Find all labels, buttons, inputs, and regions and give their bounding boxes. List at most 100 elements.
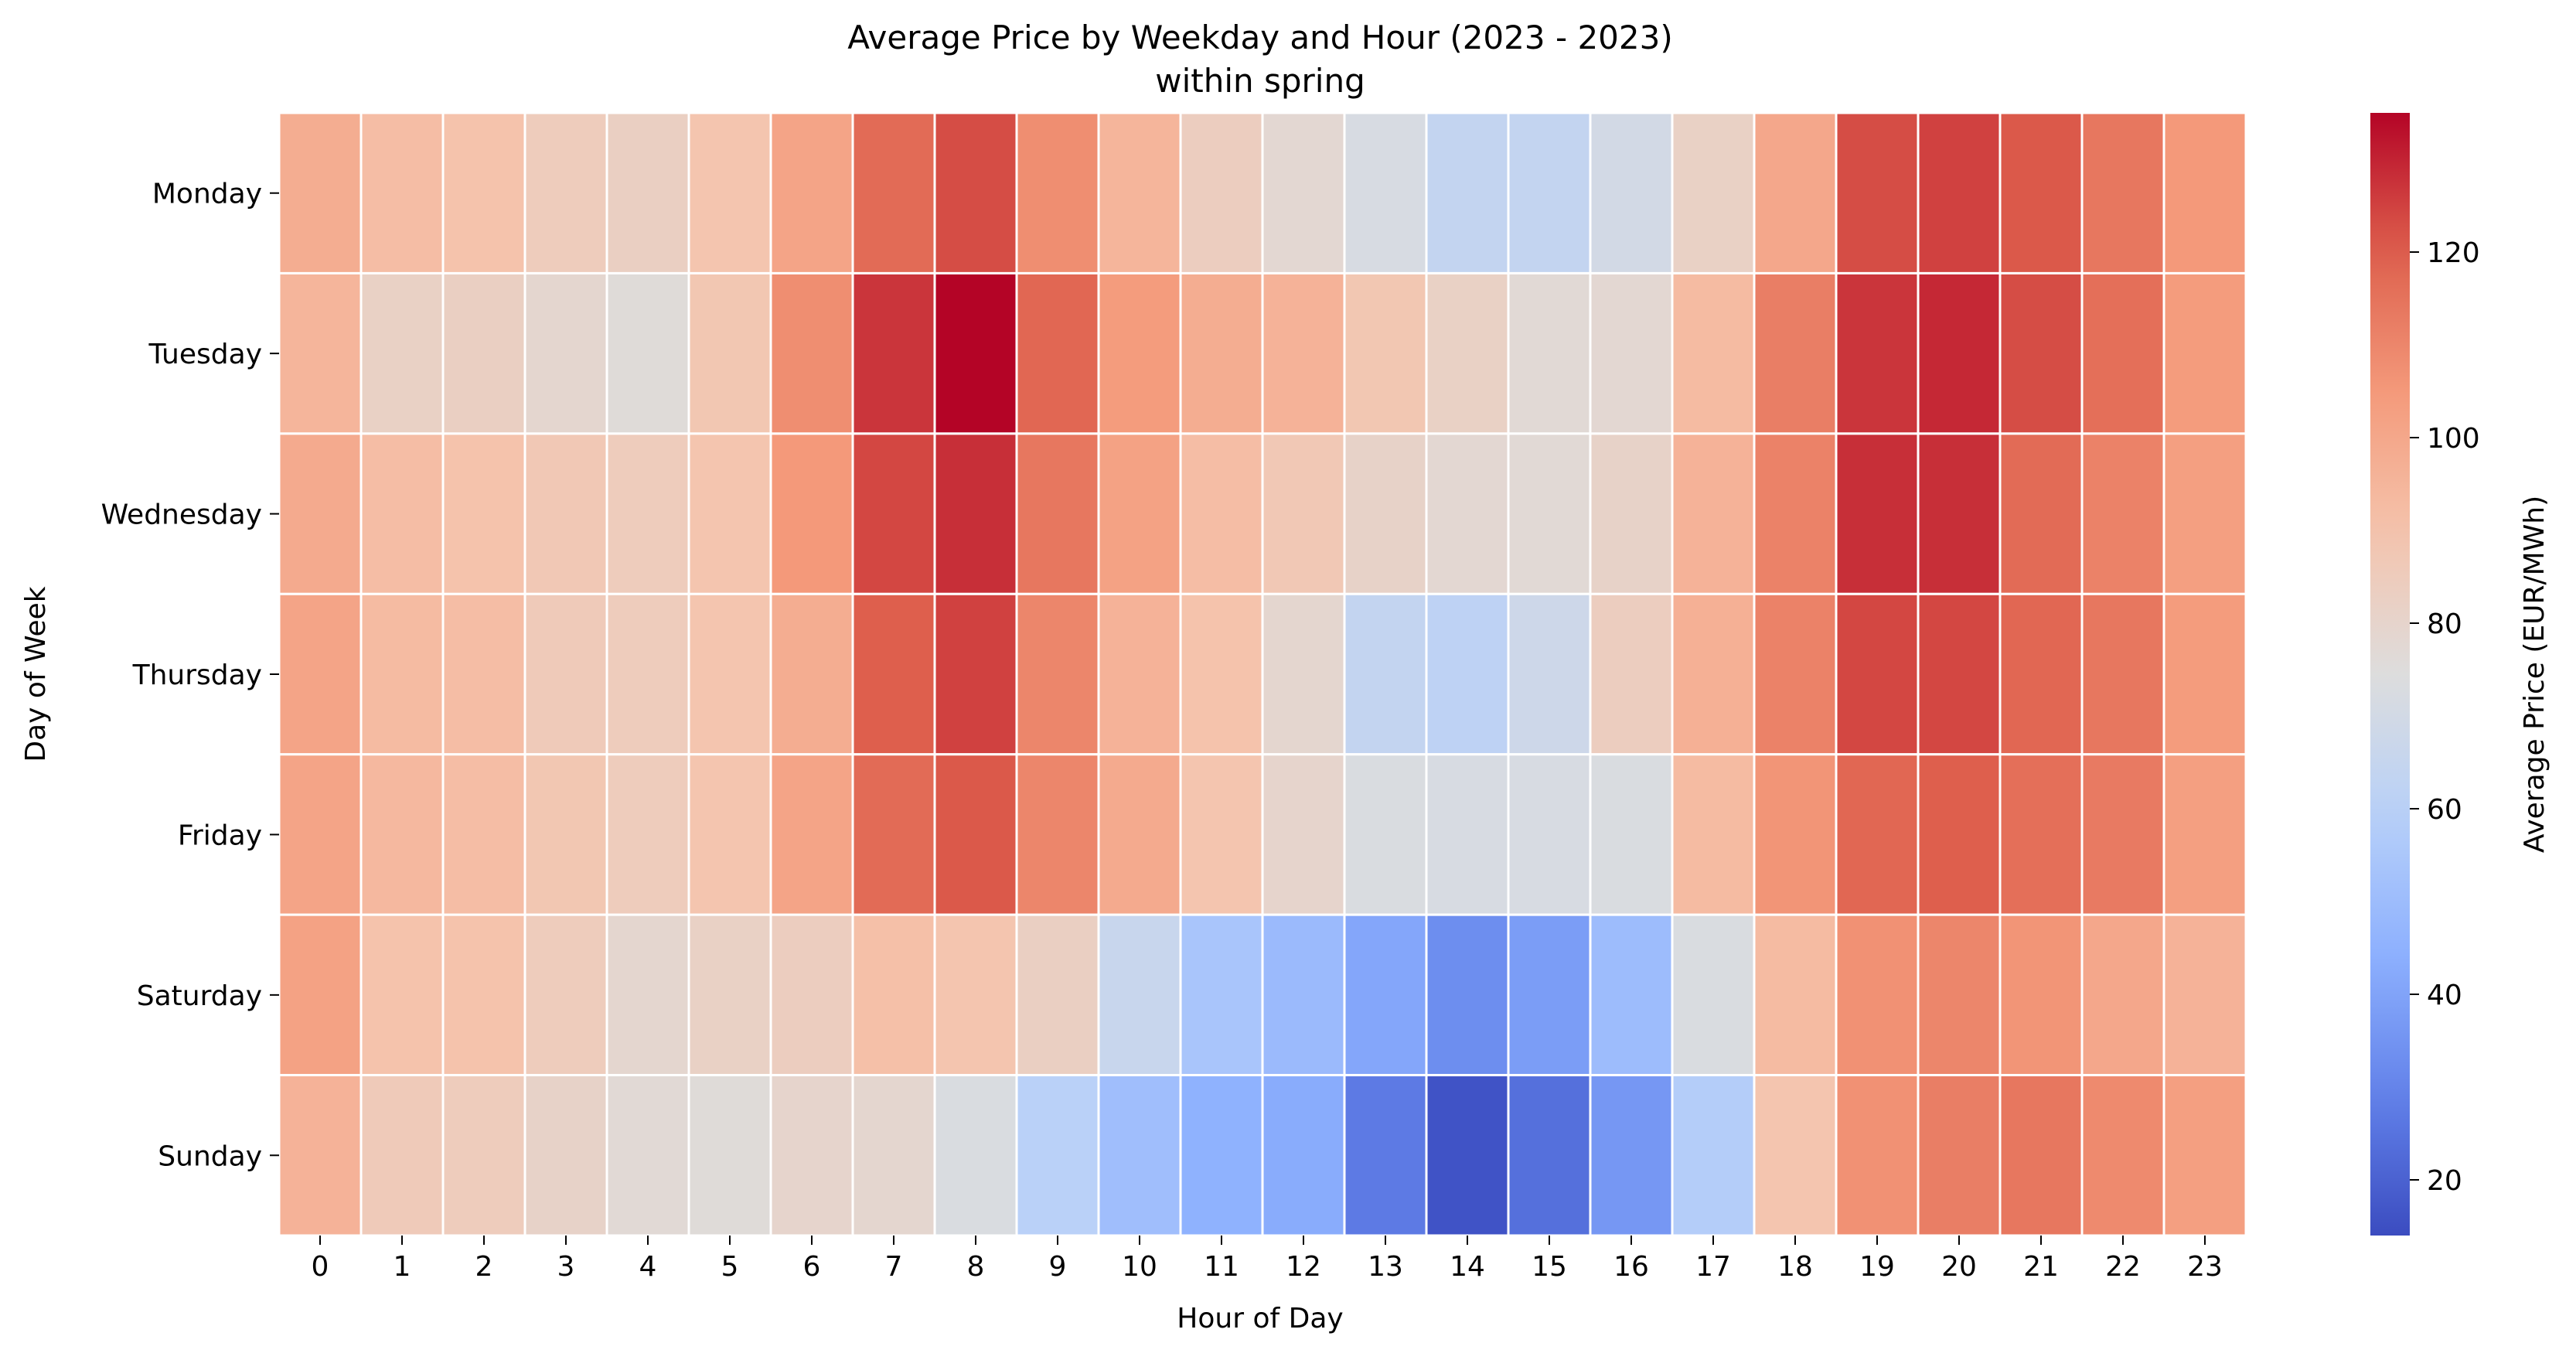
heatmap-cell bbox=[1835, 592, 1920, 756]
heatmap-cell bbox=[2080, 592, 2165, 756]
heatmap-cell bbox=[1343, 1074, 1428, 1237]
heatmap-cell bbox=[687, 592, 772, 756]
heatmap-cell bbox=[1179, 1074, 1264, 1237]
heatmap-cell bbox=[2162, 271, 2247, 435]
heatmap-cell bbox=[1998, 271, 2084, 435]
heatmap-cell bbox=[1507, 111, 1592, 274]
x-axis-label: Hour of Day bbox=[1177, 1303, 1343, 1334]
heatmap-cell bbox=[1343, 432, 1428, 595]
heatmap-cell bbox=[2080, 111, 2165, 274]
colorbar-label: Average Price (EUR/MWh) bbox=[2519, 496, 2550, 853]
heatmap-cell bbox=[1179, 432, 1264, 595]
heatmap-cell bbox=[1917, 432, 2002, 595]
heatmap-cell bbox=[687, 271, 772, 435]
heatmap-cell bbox=[2080, 1074, 2165, 1237]
heatmap-cell bbox=[441, 753, 526, 916]
heatmap-cell bbox=[1835, 432, 1920, 595]
heatmap-cell bbox=[1425, 111, 1510, 274]
heatmap-cell bbox=[1589, 753, 1674, 916]
y-tick-label: Monday bbox=[152, 179, 262, 210]
x-tick-label: 17 bbox=[1695, 1251, 1731, 1283]
heatmap-cell bbox=[769, 432, 854, 595]
heatmap-cell bbox=[1261, 111, 1346, 274]
heatmap-cell bbox=[933, 592, 1018, 756]
heatmap-cell bbox=[851, 432, 936, 595]
heatmap-cell bbox=[1835, 753, 1920, 916]
heatmap-cell bbox=[278, 432, 363, 595]
heatmap-cell bbox=[1671, 753, 1756, 916]
heatmap-cell bbox=[933, 1074, 1018, 1237]
heatmap-cell bbox=[851, 111, 936, 274]
heatmap-cell bbox=[1671, 1074, 1756, 1237]
heatmap-cell bbox=[1261, 271, 1346, 435]
x-axis-ticks: 0 1 2 3 4 5 6 7 8 9 10 11 12 13 14 15 16 17 18 19 20 21 22 23 bbox=[312, 1236, 2223, 1283]
heatmap-cell bbox=[523, 432, 608, 595]
x-tick-label: 20 bbox=[1941, 1251, 1977, 1283]
heatmap-cell bbox=[441, 1074, 526, 1237]
y-tick-label: Sunday bbox=[158, 1140, 262, 1172]
x-tick-label: 14 bbox=[1450, 1251, 1485, 1283]
x-tick-label: 18 bbox=[1777, 1251, 1813, 1283]
heatmap-cell bbox=[1753, 111, 1838, 274]
heatmap-cell bbox=[1753, 1074, 1838, 1237]
heatmap-cell bbox=[1589, 271, 1674, 435]
heatmap-cell bbox=[2162, 1074, 2247, 1237]
x-tick-label: 11 bbox=[1204, 1251, 1239, 1283]
colorbar-tick-label: 80 bbox=[2427, 608, 2462, 640]
heatmap-cell bbox=[1998, 592, 2084, 756]
heatmap-cell bbox=[1753, 271, 1838, 435]
heatmap-cell bbox=[1753, 432, 1838, 595]
heatmap-cell bbox=[1343, 271, 1428, 435]
x-tick-label: 10 bbox=[1122, 1251, 1157, 1283]
heatmap-cell bbox=[1425, 1074, 1510, 1237]
x-tick-label: 13 bbox=[1368, 1251, 1403, 1283]
heatmap-cell bbox=[1753, 753, 1838, 916]
heatmap-cell bbox=[1753, 592, 1838, 756]
x-tick-label: 7 bbox=[885, 1251, 903, 1283]
colorbar-tick-label: 60 bbox=[2427, 794, 2462, 826]
heatmap-cell bbox=[523, 592, 608, 756]
x-tick-label: 4 bbox=[639, 1251, 657, 1283]
heatmap-cell bbox=[769, 592, 854, 756]
heatmap-cell bbox=[1998, 753, 2084, 916]
heatmap-cell bbox=[1425, 271, 1510, 435]
heatmap-cell bbox=[1425, 592, 1510, 756]
x-tick-label: 8 bbox=[967, 1251, 985, 1283]
heatmap-cell bbox=[2080, 753, 2165, 916]
heatmap-cell bbox=[851, 753, 936, 916]
heatmap-cell bbox=[2162, 111, 2247, 274]
heatmap-cell bbox=[769, 753, 854, 916]
heatmap-cell bbox=[769, 913, 854, 1077]
heatmap-cell bbox=[1753, 913, 1838, 1077]
heatmap-cell bbox=[278, 271, 363, 435]
heatmap-cell bbox=[1671, 271, 1756, 435]
heatmap-cell bbox=[1507, 432, 1592, 595]
y-tick-label: Saturday bbox=[137, 980, 262, 1012]
heatmap-cell bbox=[605, 753, 690, 916]
heatmap-cell bbox=[2162, 913, 2247, 1077]
heatmap-cell bbox=[1507, 592, 1592, 756]
y-tick-label: Tuesday bbox=[148, 339, 262, 370]
heatmap-cell bbox=[2080, 271, 2165, 435]
heatmap-cell bbox=[441, 913, 526, 1077]
heatmap-cell bbox=[851, 913, 936, 1077]
heatmap-cell bbox=[687, 913, 772, 1077]
heatmap-cell bbox=[605, 111, 690, 274]
heatmap-cell bbox=[1507, 271, 1592, 435]
heatmap-cell bbox=[1671, 111, 1756, 274]
heatmap-cell bbox=[1097, 753, 1182, 916]
heatmap-cell bbox=[687, 432, 772, 595]
heatmap-cell bbox=[2162, 592, 2247, 756]
heatmap-cell bbox=[769, 111, 854, 274]
x-tick-label: 15 bbox=[1532, 1251, 1567, 1283]
heatmap-cell bbox=[933, 432, 1018, 595]
heatmap-cell bbox=[1097, 1074, 1182, 1237]
heatmap-cell bbox=[2162, 432, 2247, 595]
heatmap-cell bbox=[1261, 913, 1346, 1077]
heatmap-cell bbox=[359, 432, 445, 595]
heatmap-cell bbox=[1917, 592, 2002, 756]
heatmap-cell bbox=[359, 913, 445, 1077]
heatmap-cell bbox=[687, 1074, 772, 1237]
y-tick-label: Friday bbox=[178, 820, 262, 851]
heatmap-cell bbox=[2162, 753, 2247, 916]
